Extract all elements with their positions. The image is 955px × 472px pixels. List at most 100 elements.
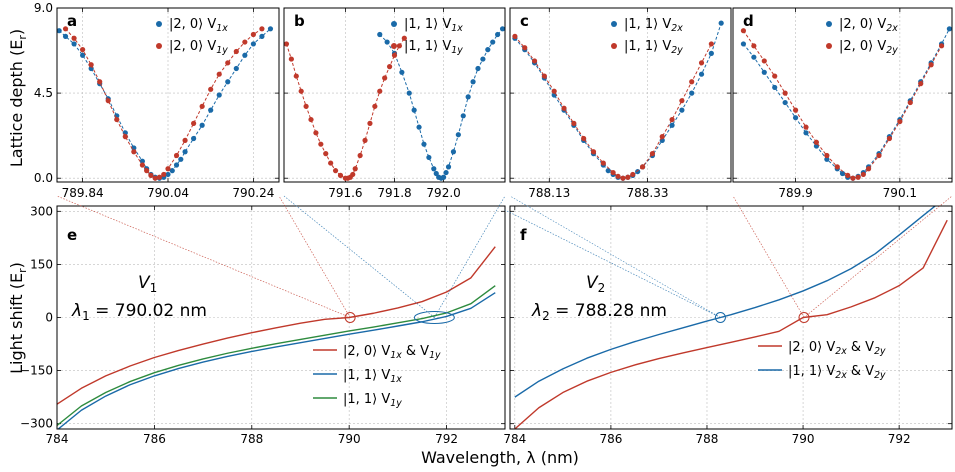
data-point xyxy=(460,113,466,119)
data-point xyxy=(834,164,840,170)
series-e-2 xyxy=(57,285,496,427)
data-point xyxy=(139,158,145,164)
data-point xyxy=(571,120,577,126)
connector-line xyxy=(56,195,351,318)
y-tick-label: −300 xyxy=(20,417,53,431)
panel-d-letter: d xyxy=(743,12,754,30)
data-point xyxy=(308,116,314,123)
panel-a-frame xyxy=(56,7,280,183)
bottom-y-axis-label-close: ) xyxy=(7,262,26,268)
connector-line xyxy=(504,209,721,318)
data-point xyxy=(396,43,403,49)
data-point xyxy=(907,99,913,106)
data-point xyxy=(191,120,197,126)
legend-marker xyxy=(611,43,617,49)
data-point xyxy=(561,105,567,111)
data-point xyxy=(490,39,496,45)
x-tick-label: 788 xyxy=(240,432,263,446)
panel-f-frame xyxy=(509,205,953,430)
data-point xyxy=(288,56,294,62)
legend-marker xyxy=(611,21,617,27)
data-point xyxy=(708,50,714,56)
legend-label-main: |2, 0⟩ V xyxy=(788,340,835,355)
series-d-1 xyxy=(740,28,945,181)
data-point xyxy=(71,41,77,47)
legend-label-sub: 1x xyxy=(390,374,402,385)
data-point xyxy=(772,84,778,91)
data-point xyxy=(659,134,665,140)
data-point xyxy=(445,164,452,170)
connector-line xyxy=(434,195,506,318)
data-point xyxy=(372,103,378,109)
data-point xyxy=(182,137,188,143)
data-point xyxy=(761,58,767,64)
data-point xyxy=(114,116,120,123)
crossing-marker xyxy=(798,312,810,323)
connector-line xyxy=(283,195,435,318)
data-point xyxy=(938,43,945,49)
legend-marker xyxy=(156,21,162,27)
legend-label: |2, 0⟩ V1y xyxy=(169,39,228,56)
data-point xyxy=(421,141,427,147)
data-point xyxy=(148,172,154,178)
data-point xyxy=(860,171,866,178)
legend-label-main: |2, 0⟩ V xyxy=(169,17,216,32)
data-point xyxy=(581,135,587,142)
data-point xyxy=(679,98,685,104)
connector-line xyxy=(278,195,351,318)
data-point xyxy=(401,35,407,41)
data-point xyxy=(259,26,265,32)
data-point xyxy=(382,75,388,81)
legend-label-sub: 2x xyxy=(671,23,683,34)
legend-label-sub: 1x xyxy=(390,350,402,361)
panel-b-background xyxy=(284,8,505,182)
data-point xyxy=(80,47,86,53)
series-e-1 xyxy=(57,292,496,429)
legend-label-main: |1, 1⟩ V xyxy=(624,17,671,32)
legend-label: |2, 0⟩ V1x xyxy=(169,17,228,34)
panel-a-letter: a xyxy=(67,12,77,30)
data-point xyxy=(225,79,231,85)
data-point xyxy=(199,103,205,109)
data-point xyxy=(97,79,103,85)
y-tick-label: −150 xyxy=(20,364,53,378)
legend-label: |1, 1⟩ V1y xyxy=(404,39,463,56)
data-point xyxy=(80,52,86,58)
x-tick-label: 791.6 xyxy=(328,186,362,200)
legend-label: |2, 0⟩ V2x xyxy=(839,17,898,34)
data-point xyxy=(144,168,150,174)
data-point xyxy=(865,166,872,172)
x-tick-label: 788.13 xyxy=(528,186,570,200)
legend-label: |1, 1⟩ V2y xyxy=(624,39,683,56)
data-point xyxy=(352,166,358,172)
data-point xyxy=(328,160,334,166)
data-point xyxy=(161,171,167,178)
data-point xyxy=(411,107,417,113)
data-point xyxy=(208,86,214,92)
data-point xyxy=(173,162,180,168)
legend-label-sub: 2x xyxy=(835,346,847,357)
x-tick-label: 790 xyxy=(338,432,361,446)
data-point xyxy=(740,41,747,47)
legend-label-main: |1, 1⟩ V xyxy=(624,39,671,54)
legend-label-sub: 1x xyxy=(216,23,228,34)
legend-label-main: |2, 0⟩ V xyxy=(839,17,886,32)
data-point xyxy=(918,81,924,87)
x-axis-label: Wavelength, λ (nm) xyxy=(421,448,579,467)
data-point xyxy=(139,162,145,168)
data-point xyxy=(267,26,274,32)
legend-label: |2, 0⟩ V2y xyxy=(839,39,898,56)
data-point xyxy=(303,103,309,109)
x-tick-label: 789.84 xyxy=(62,186,104,200)
annotation-title: V1 xyxy=(138,273,157,295)
data-point xyxy=(332,168,339,174)
data-point xyxy=(391,52,398,58)
data-point xyxy=(350,171,356,178)
data-point xyxy=(495,31,501,38)
panel-a-background xyxy=(57,8,279,182)
data-point xyxy=(531,58,538,64)
panel-d-plot-area xyxy=(740,26,952,181)
data-point xyxy=(876,152,882,159)
legend-label: |2, 0⟩ V1x & V1y xyxy=(343,344,441,361)
x-tick-label: 788.33 xyxy=(627,186,669,200)
